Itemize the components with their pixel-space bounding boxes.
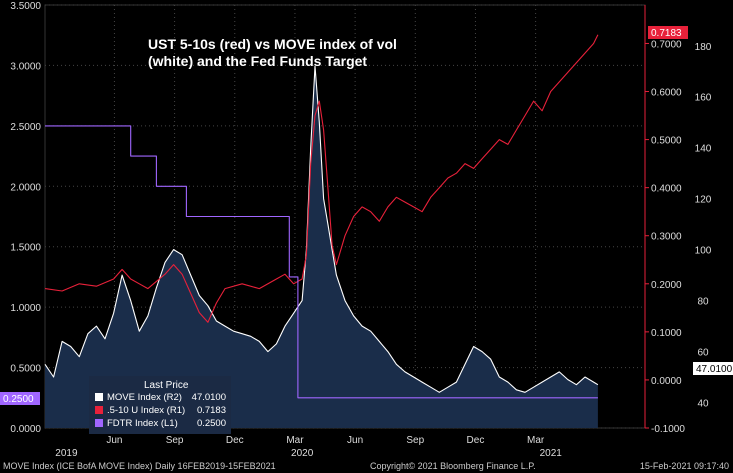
footer-source: MOVE Index (ICE BofA MOVE Index) Daily 1…: [3, 461, 276, 471]
legend-value-move: 47.0100: [192, 392, 226, 403]
r1-axis-ticks: -0.1000 0.0000 0.1000 0.2000 0.3000 0.4000 0.5…: [645, 39, 685, 435]
red-last-price-badge: [648, 26, 688, 39]
legend-label-ust: .5-10 U Index (R1): [107, 405, 185, 416]
purple-last-price-badge: [0, 392, 40, 405]
white-last-price-badge: [693, 362, 733, 375]
footer-copyright: Copyright© 2021 Bloomberg Finance L.P.: [370, 461, 536, 471]
x-year-label: 2021: [540, 448, 563, 459]
x-tick-label: Dec: [226, 435, 244, 446]
x-tick-label: Sep: [406, 435, 424, 446]
chart-title-line1: UST 5-10s (red) vs MOVE index of vol: [148, 36, 397, 52]
move-area: [45, 66, 598, 428]
white-last-price-value: 47.0100: [696, 364, 733, 375]
legend-value-fdtr: 0.2500: [197, 418, 226, 429]
r1-tick-label: 0.2000: [651, 280, 682, 291]
r1-tick-label: 0.0000: [651, 376, 682, 387]
legend-label-move: MOVE Index (R2): [107, 392, 182, 403]
r2-tick-label: 180: [695, 42, 712, 53]
r1-tick-label: 0.3000: [651, 232, 682, 243]
r2-tick-label: 160: [695, 93, 712, 104]
legend-box: [89, 376, 231, 434]
x-tick-label: Mar: [286, 435, 304, 446]
move-area-fill: [45, 66, 598, 428]
r2-tick-label: 60: [697, 348, 709, 359]
x-axis-ticks: Jun Sep Dec Mar Jun Sep Dec Mar 2019 2020 2021: [55, 435, 562, 459]
legend-title: Last Price: [144, 380, 189, 391]
series-line-ust: [44, 34, 599, 323]
r2-tick-label: 140: [695, 144, 712, 155]
legend-swatch-ust: [95, 406, 103, 414]
x-tick-label: Sep: [166, 435, 184, 446]
series-line-move: [44, 65, 599, 393]
left-tick-label: 2.5000: [10, 122, 41, 133]
red-last-price-value: 0.7183: [651, 28, 682, 39]
series-line-fdtr: [45, 125, 598, 399]
r2-axis-ticks: 40 60 80 100 120 140 160 180: [695, 42, 712, 410]
r1-tick-label: 0.1000: [651, 328, 682, 339]
left-tick-label: 3.5000: [10, 1, 41, 12]
legend-swatch-fdtr: [95, 419, 103, 427]
left-tick-label: 0.0000: [10, 424, 41, 435]
x-tick-label: Dec: [467, 435, 485, 446]
r1-tick-label: 0.6000: [651, 88, 682, 99]
r1-tick-label: 0.4000: [651, 184, 682, 195]
r1-tick-label: -0.1000: [651, 424, 685, 435]
r1-tick-label: 0.7000: [651, 39, 682, 50]
purple-last-price-value: 0.2500: [3, 394, 34, 405]
r1-tick-label: 0.5000: [651, 136, 682, 147]
left-tick-label: 2.0000: [10, 182, 41, 193]
x-tick-label: Jun: [347, 435, 363, 446]
legend-label-fdtr: FDTR Index (L1): [107, 418, 178, 429]
r2-tick-label: 100: [695, 246, 712, 257]
left-tick-label: 3.0000: [10, 61, 41, 72]
r2-tick-label: 80: [697, 297, 709, 308]
series-lines: [44, 34, 599, 399]
legend-swatch-move: [95, 393, 103, 401]
x-year-label: 2020: [291, 448, 314, 459]
r2-tick-label: 120: [695, 195, 712, 206]
chart-title-line2: (white) and the Fed Funds Target: [148, 53, 367, 69]
x-year-label: 2019: [55, 448, 78, 459]
r2-tick-label: 40: [697, 399, 709, 410]
legend: Last Price MOVE Index (R2) 47.0100 .5-10…: [89, 376, 231, 434]
x-tick-label: Mar: [527, 435, 545, 446]
footer-timestamp: 15-Feb-2021 09:17:40: [640, 461, 729, 471]
left-tick-label: 0.5000: [10, 364, 41, 375]
left-tick-label: 1.0000: [10, 303, 41, 314]
left-axis-ticks: 0.0000 0.5000 1.0000 1.5000 2.0000 2.5000 3.00…: [10, 1, 41, 435]
legend-value-ust: 0.7183: [197, 405, 226, 416]
left-tick-label: 1.5000: [10, 243, 41, 254]
x-tick-label: Jun: [106, 435, 122, 446]
